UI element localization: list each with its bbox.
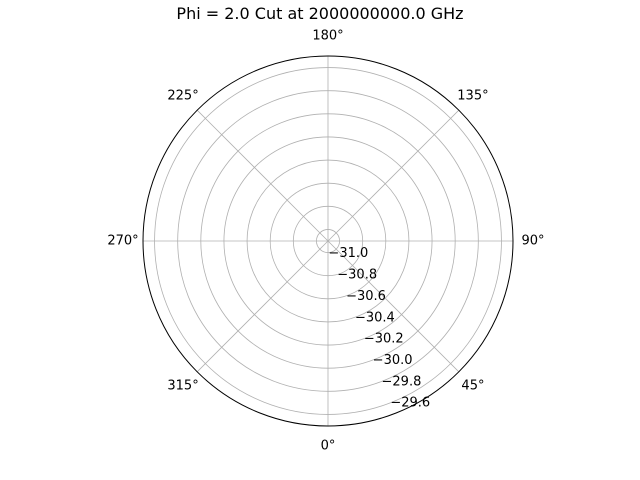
radial-tick-label: −30.4 [355,310,395,325]
radial-tick-label: −30.2 [364,332,404,347]
angle-tick-label: 0° [321,439,336,454]
radial-tick-label: −30.8 [337,268,377,283]
angle-tick-label: 270° [107,234,138,249]
angular-gridline [327,240,460,373]
angular-gridline [196,240,329,373]
angular-gridline [327,109,460,242]
angle-tick-labels: 0° 45° 90° 135° 180° 225° 270° 315° [107,29,544,454]
radial-tick-label: −30.0 [373,353,413,368]
angle-tick-label: 315° [167,378,198,393]
radial-tick-label: −29.6 [390,396,430,411]
angular-gridlines [143,56,513,426]
radial-tick-label: −30.6 [346,289,386,304]
angle-tick-label: 180° [312,29,343,44]
angular-gridline [196,109,329,242]
chart-title: Phi = 2.0 Cut at 2000000000.0 GHz [176,4,464,23]
radial-tick-label: −29.8 [382,374,422,389]
angle-tick-label: 45° [461,378,484,393]
angle-tick-label: 135° [457,89,488,104]
radial-tick-label: −31.0 [328,246,368,261]
angle-tick-label: 225° [167,89,198,104]
polar-frame [142,55,514,427]
angle-tick-label: 90° [521,234,544,249]
radial-tick-labels: −31.0 −30.8 −30.6 −30.4 −30.2 −30.0 −29.8 −29.6 [328,246,430,411]
